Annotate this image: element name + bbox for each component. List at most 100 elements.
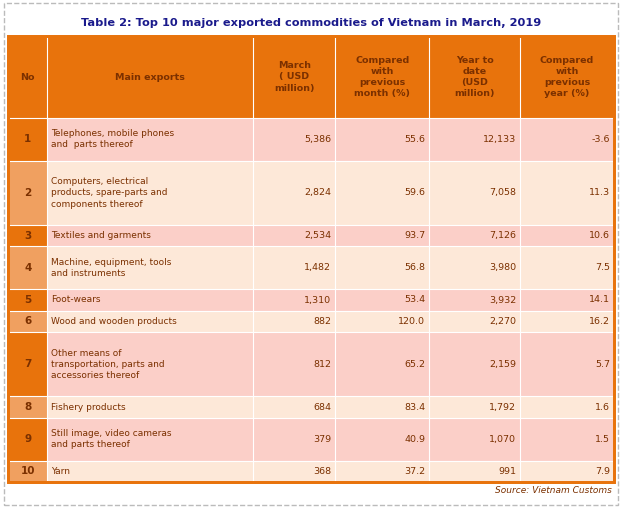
Bar — [520, 118, 614, 161]
Text: Compared
with
previous
year (%): Compared with previous year (%) — [540, 56, 594, 98]
Text: 120.0: 120.0 — [398, 317, 425, 326]
Text: 2,159: 2,159 — [489, 360, 516, 369]
Text: 5.7: 5.7 — [595, 360, 610, 369]
Text: 368: 368 — [313, 467, 332, 476]
Text: Year to
date
(USD
million): Year to date (USD million) — [454, 56, 495, 98]
Bar — [253, 332, 335, 396]
Text: 53.4: 53.4 — [404, 296, 425, 304]
Bar — [8, 225, 47, 246]
Bar — [8, 311, 47, 332]
Bar — [520, 396, 614, 418]
Bar — [520, 225, 614, 246]
Text: 991: 991 — [498, 467, 516, 476]
Text: -3.6: -3.6 — [592, 135, 610, 144]
Bar — [8, 36, 614, 482]
Bar — [253, 396, 335, 418]
Text: 37.2: 37.2 — [404, 467, 425, 476]
Bar — [47, 418, 253, 461]
Bar — [520, 418, 614, 461]
Text: 2,270: 2,270 — [489, 317, 516, 326]
Text: Wood and wooden products: Wood and wooden products — [52, 317, 177, 326]
Bar — [253, 311, 335, 332]
Bar — [253, 418, 335, 461]
Text: 7,058: 7,058 — [489, 188, 516, 198]
Bar — [8, 289, 47, 311]
Text: 1,482: 1,482 — [304, 263, 332, 272]
Bar — [8, 161, 47, 225]
Bar — [429, 246, 520, 289]
Bar — [520, 461, 614, 482]
Text: 1.6: 1.6 — [595, 402, 610, 411]
Text: 93.7: 93.7 — [404, 231, 425, 240]
Text: 11.3: 11.3 — [589, 188, 610, 198]
Text: 1,310: 1,310 — [304, 296, 332, 304]
Bar — [429, 396, 520, 418]
Bar — [8, 36, 614, 482]
Bar — [47, 118, 253, 161]
Text: Source: Vietnam Customs: Source: Vietnam Customs — [495, 486, 612, 495]
Bar — [429, 118, 520, 161]
Text: 9: 9 — [24, 434, 31, 444]
Text: Machine, equipment, tools
and instruments: Machine, equipment, tools and instrument… — [52, 258, 172, 278]
Text: 684: 684 — [313, 402, 332, 411]
Text: 6: 6 — [24, 316, 31, 327]
Text: Main exports: Main exports — [116, 73, 185, 81]
Text: March
( USD
million): March ( USD million) — [274, 61, 315, 92]
Bar — [47, 396, 253, 418]
Bar — [47, 246, 253, 289]
Text: Table 2: Top 10 major exported commodities of Vietnam in March, 2019: Table 2: Top 10 major exported commoditi… — [81, 18, 541, 28]
Bar — [253, 461, 335, 482]
Text: 56.8: 56.8 — [404, 263, 425, 272]
Bar — [47, 161, 253, 225]
Bar — [335, 225, 429, 246]
Bar — [520, 289, 614, 311]
Bar — [335, 396, 429, 418]
Bar — [8, 461, 47, 482]
Bar — [429, 418, 520, 461]
Text: 1.5: 1.5 — [595, 435, 610, 443]
Text: 83.4: 83.4 — [404, 402, 425, 411]
Bar — [335, 461, 429, 482]
Bar — [335, 118, 429, 161]
Bar — [335, 418, 429, 461]
Text: 4: 4 — [24, 263, 31, 273]
Text: 1: 1 — [24, 135, 31, 144]
Text: 8: 8 — [24, 402, 31, 412]
Text: 12,133: 12,133 — [483, 135, 516, 144]
Bar — [253, 246, 335, 289]
Text: 812: 812 — [313, 360, 332, 369]
Text: Foot-wears: Foot-wears — [52, 296, 101, 304]
Text: 65.2: 65.2 — [404, 360, 425, 369]
Bar — [335, 311, 429, 332]
Bar — [47, 332, 253, 396]
Bar — [8, 332, 47, 396]
Bar — [8, 118, 47, 161]
Text: Other means of
transportation, parts and
accessories thereof: Other means of transportation, parts and… — [52, 348, 165, 380]
Bar — [429, 461, 520, 482]
Bar — [47, 225, 253, 246]
Text: No: No — [21, 73, 35, 81]
Text: Still image, video cameras
and parts thereof: Still image, video cameras and parts the… — [52, 429, 172, 449]
Bar — [429, 161, 520, 225]
Bar — [47, 311, 253, 332]
Bar — [520, 246, 614, 289]
Bar — [335, 161, 429, 225]
Bar — [47, 461, 253, 482]
Text: 2,534: 2,534 — [304, 231, 332, 240]
Bar — [335, 332, 429, 396]
Bar — [8, 36, 614, 118]
Text: 7.9: 7.9 — [595, 467, 610, 476]
Bar — [253, 289, 335, 311]
Text: 59.6: 59.6 — [404, 188, 425, 198]
Text: 10.6: 10.6 — [589, 231, 610, 240]
Bar — [253, 161, 335, 225]
Text: Telephones, mobile phones
and  parts thereof: Telephones, mobile phones and parts ther… — [52, 130, 175, 149]
Text: 3,980: 3,980 — [489, 263, 516, 272]
Text: Computers, electrical
products, spare-parts and
components thereof: Computers, electrical products, spare-pa… — [52, 177, 168, 209]
Bar — [520, 161, 614, 225]
Text: 3,932: 3,932 — [489, 296, 516, 304]
Text: 5: 5 — [24, 295, 31, 305]
Text: 7.5: 7.5 — [595, 263, 610, 272]
Bar — [520, 311, 614, 332]
Text: 2,824: 2,824 — [304, 188, 332, 198]
